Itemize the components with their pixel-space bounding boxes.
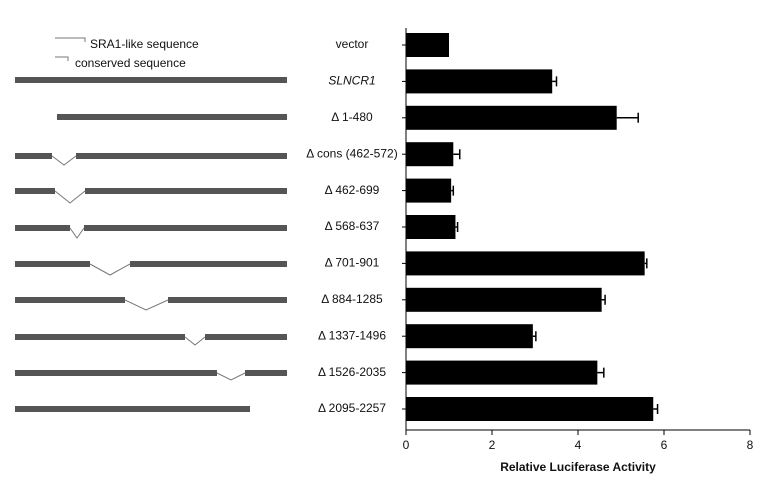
- bar: [406, 215, 456, 239]
- error-bar: [532, 331, 537, 342]
- deletion: [69, 227, 85, 239]
- legend-label: conserved sequence: [75, 56, 186, 70]
- bar: [406, 69, 553, 94]
- x-tick-label: 8: [747, 438, 754, 452]
- bar: [406, 105, 617, 130]
- deletion: [184, 336, 206, 346]
- bar: [406, 287, 602, 312]
- error-bar: [644, 258, 648, 269]
- deletion: [89, 263, 131, 276]
- bar: [406, 33, 449, 57]
- x-tick-label: 0: [403, 438, 410, 452]
- error-bar: [455, 222, 459, 232]
- error-bar: [653, 404, 659, 414]
- sra1-icon: [55, 37, 86, 42]
- x-tick-label: 6: [661, 438, 668, 452]
- category-label: Δ 1-480: [331, 110, 373, 124]
- deletion: [124, 299, 169, 311]
- bar: [406, 397, 654, 421]
- deletion: [51, 155, 77, 166]
- category-label: Δ 2095-2257: [318, 401, 386, 415]
- x-tick-label: 4: [575, 438, 582, 452]
- category-label: vector: [336, 37, 369, 51]
- category-label: Δ 701-901: [325, 256, 380, 270]
- error-bar: [451, 185, 455, 196]
- error-bar: [616, 112, 639, 123]
- category-label: Δ 1337-1496: [318, 328, 386, 342]
- legend: SRA1-like sequence conserved sequence: [55, 37, 199, 70]
- category-label: SLNCR1: [328, 74, 375, 88]
- conserved-icon: [55, 56, 69, 61]
- x-axis-title: Relative Luciferase Activity: [500, 460, 656, 474]
- category-label: Δ 462-699: [325, 183, 380, 197]
- legend-label: SRA1-like sequence: [90, 37, 199, 51]
- deletion: [54, 190, 86, 204]
- error-bar: [552, 76, 558, 87]
- constructs: [15, 77, 287, 412]
- error-bar: [453, 149, 461, 160]
- deletion: [216, 372, 246, 381]
- bar: [406, 251, 645, 276]
- error-bar: [597, 367, 605, 378]
- category-label: Δ 1526-2035: [318, 365, 386, 379]
- x-tick-label: 2: [489, 438, 496, 452]
- bar: [406, 360, 598, 385]
- category-label: Δ cons (462-572): [306, 146, 397, 160]
- error-bar: [601, 294, 606, 305]
- bar: [406, 142, 454, 167]
- category-label: Δ 884-1285: [321, 292, 383, 306]
- bar: [406, 324, 533, 349]
- category-label: Δ 568-637: [325, 219, 380, 233]
- bar: [406, 178, 452, 203]
